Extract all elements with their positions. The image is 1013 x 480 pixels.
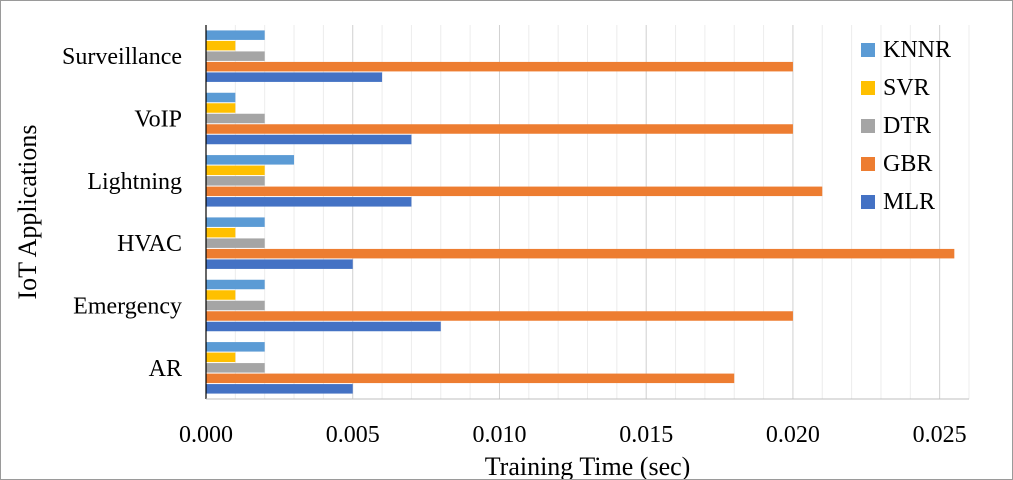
bar-mlr-emergency (206, 321, 441, 332)
y-tick-label: Surveillance (62, 44, 182, 70)
bar-dtr-ar (206, 363, 265, 373)
bar-mlr-ar (206, 384, 353, 394)
bar-gbr-lightning (206, 186, 823, 197)
legend-label-svr: SVR (883, 75, 930, 101)
gridlines (205, 25, 970, 399)
bar-mlr-voip (206, 134, 412, 145)
bars (206, 30, 955, 394)
bar-svr-surveillance (206, 40, 236, 51)
bar-svr-voip (206, 103, 236, 113)
bar-mlr-hvac (206, 259, 353, 269)
x-tick-label: 0.015 (619, 422, 673, 448)
bar-dtr-surveillance (206, 51, 265, 61)
x-tick-label: 0.000 (179, 422, 233, 448)
y-tick-label: AR (149, 356, 182, 382)
y-tick-label: VoIP (134, 107, 182, 133)
y-axis-title: IoT Applications (13, 124, 42, 299)
legend-swatch-dtr (861, 119, 875, 133)
y-tick-label: HVAC (117, 231, 182, 257)
bar-gbr-emergency (206, 311, 793, 321)
bar-dtr-hvac (206, 238, 265, 248)
x-tick-label: 0.020 (766, 422, 820, 448)
axes: Surveillance VoIP Lightning HVAC Emergency AR… (62, 25, 969, 448)
bar-knnr-surveillance (206, 30, 265, 40)
bar-svr-emergency (206, 290, 236, 300)
bar-dtr-voip (206, 113, 265, 124)
bar-dtr-emergency (206, 300, 265, 311)
x-axis-title: Training Time (sec) (485, 452, 691, 479)
bar-knnr-lightning (206, 155, 295, 165)
legend-swatch-svr (861, 81, 875, 95)
bar-gbr-hvac (206, 248, 955, 259)
legend-swatch-gbr (861, 157, 875, 171)
legend-label-mlr: MLR (883, 189, 935, 215)
legend-label-dtr: DTR (883, 113, 931, 139)
bar-knnr-emergency (206, 279, 265, 290)
bar-svr-lightning (206, 165, 265, 176)
bar-mlr-lightning (206, 197, 412, 207)
bar-knnr-voip (206, 92, 236, 103)
legend-swatch-knnr (861, 43, 875, 57)
bar-svr-hvac (206, 227, 236, 238)
x-tick-label: 0.025 (913, 422, 967, 448)
legend-label-knnr: KNNR (883, 37, 951, 63)
legend-label-gbr: GBR (883, 151, 932, 177)
bar-svr-ar (206, 352, 236, 363)
bar-gbr-surveillance (206, 61, 793, 72)
bar-gbr-ar (206, 373, 735, 384)
y-tick-label: Emergency (73, 294, 182, 320)
y-tick-label: Lightning (87, 169, 182, 195)
legend: KNNR SVR DTR GBR MLR (861, 37, 951, 215)
legend-swatch-mlr (861, 195, 875, 209)
bar-dtr-lightning (206, 176, 265, 186)
bar-knnr-ar (206, 342, 265, 352)
bar-mlr-surveillance (206, 72, 383, 82)
bar-knnr-hvac (206, 217, 265, 227)
x-tick-label: 0.010 (472, 422, 526, 448)
x-tick-label: 0.005 (326, 422, 380, 448)
bar-gbr-voip (206, 124, 793, 134)
